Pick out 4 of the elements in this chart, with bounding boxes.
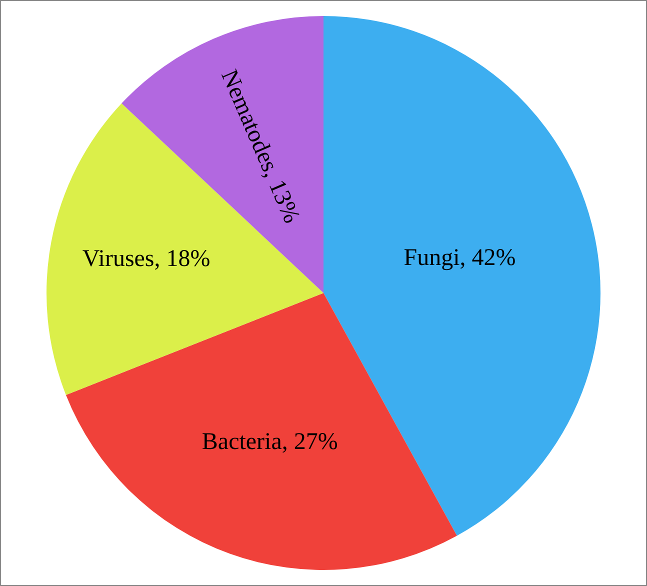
slice-label: Fungi, 42% bbox=[404, 245, 516, 272]
slice-label: Viruses, 18% bbox=[82, 246, 210, 272]
pie-slice bbox=[66, 293, 457, 570]
slice-label: Bacteria, 27% bbox=[202, 428, 338, 455]
